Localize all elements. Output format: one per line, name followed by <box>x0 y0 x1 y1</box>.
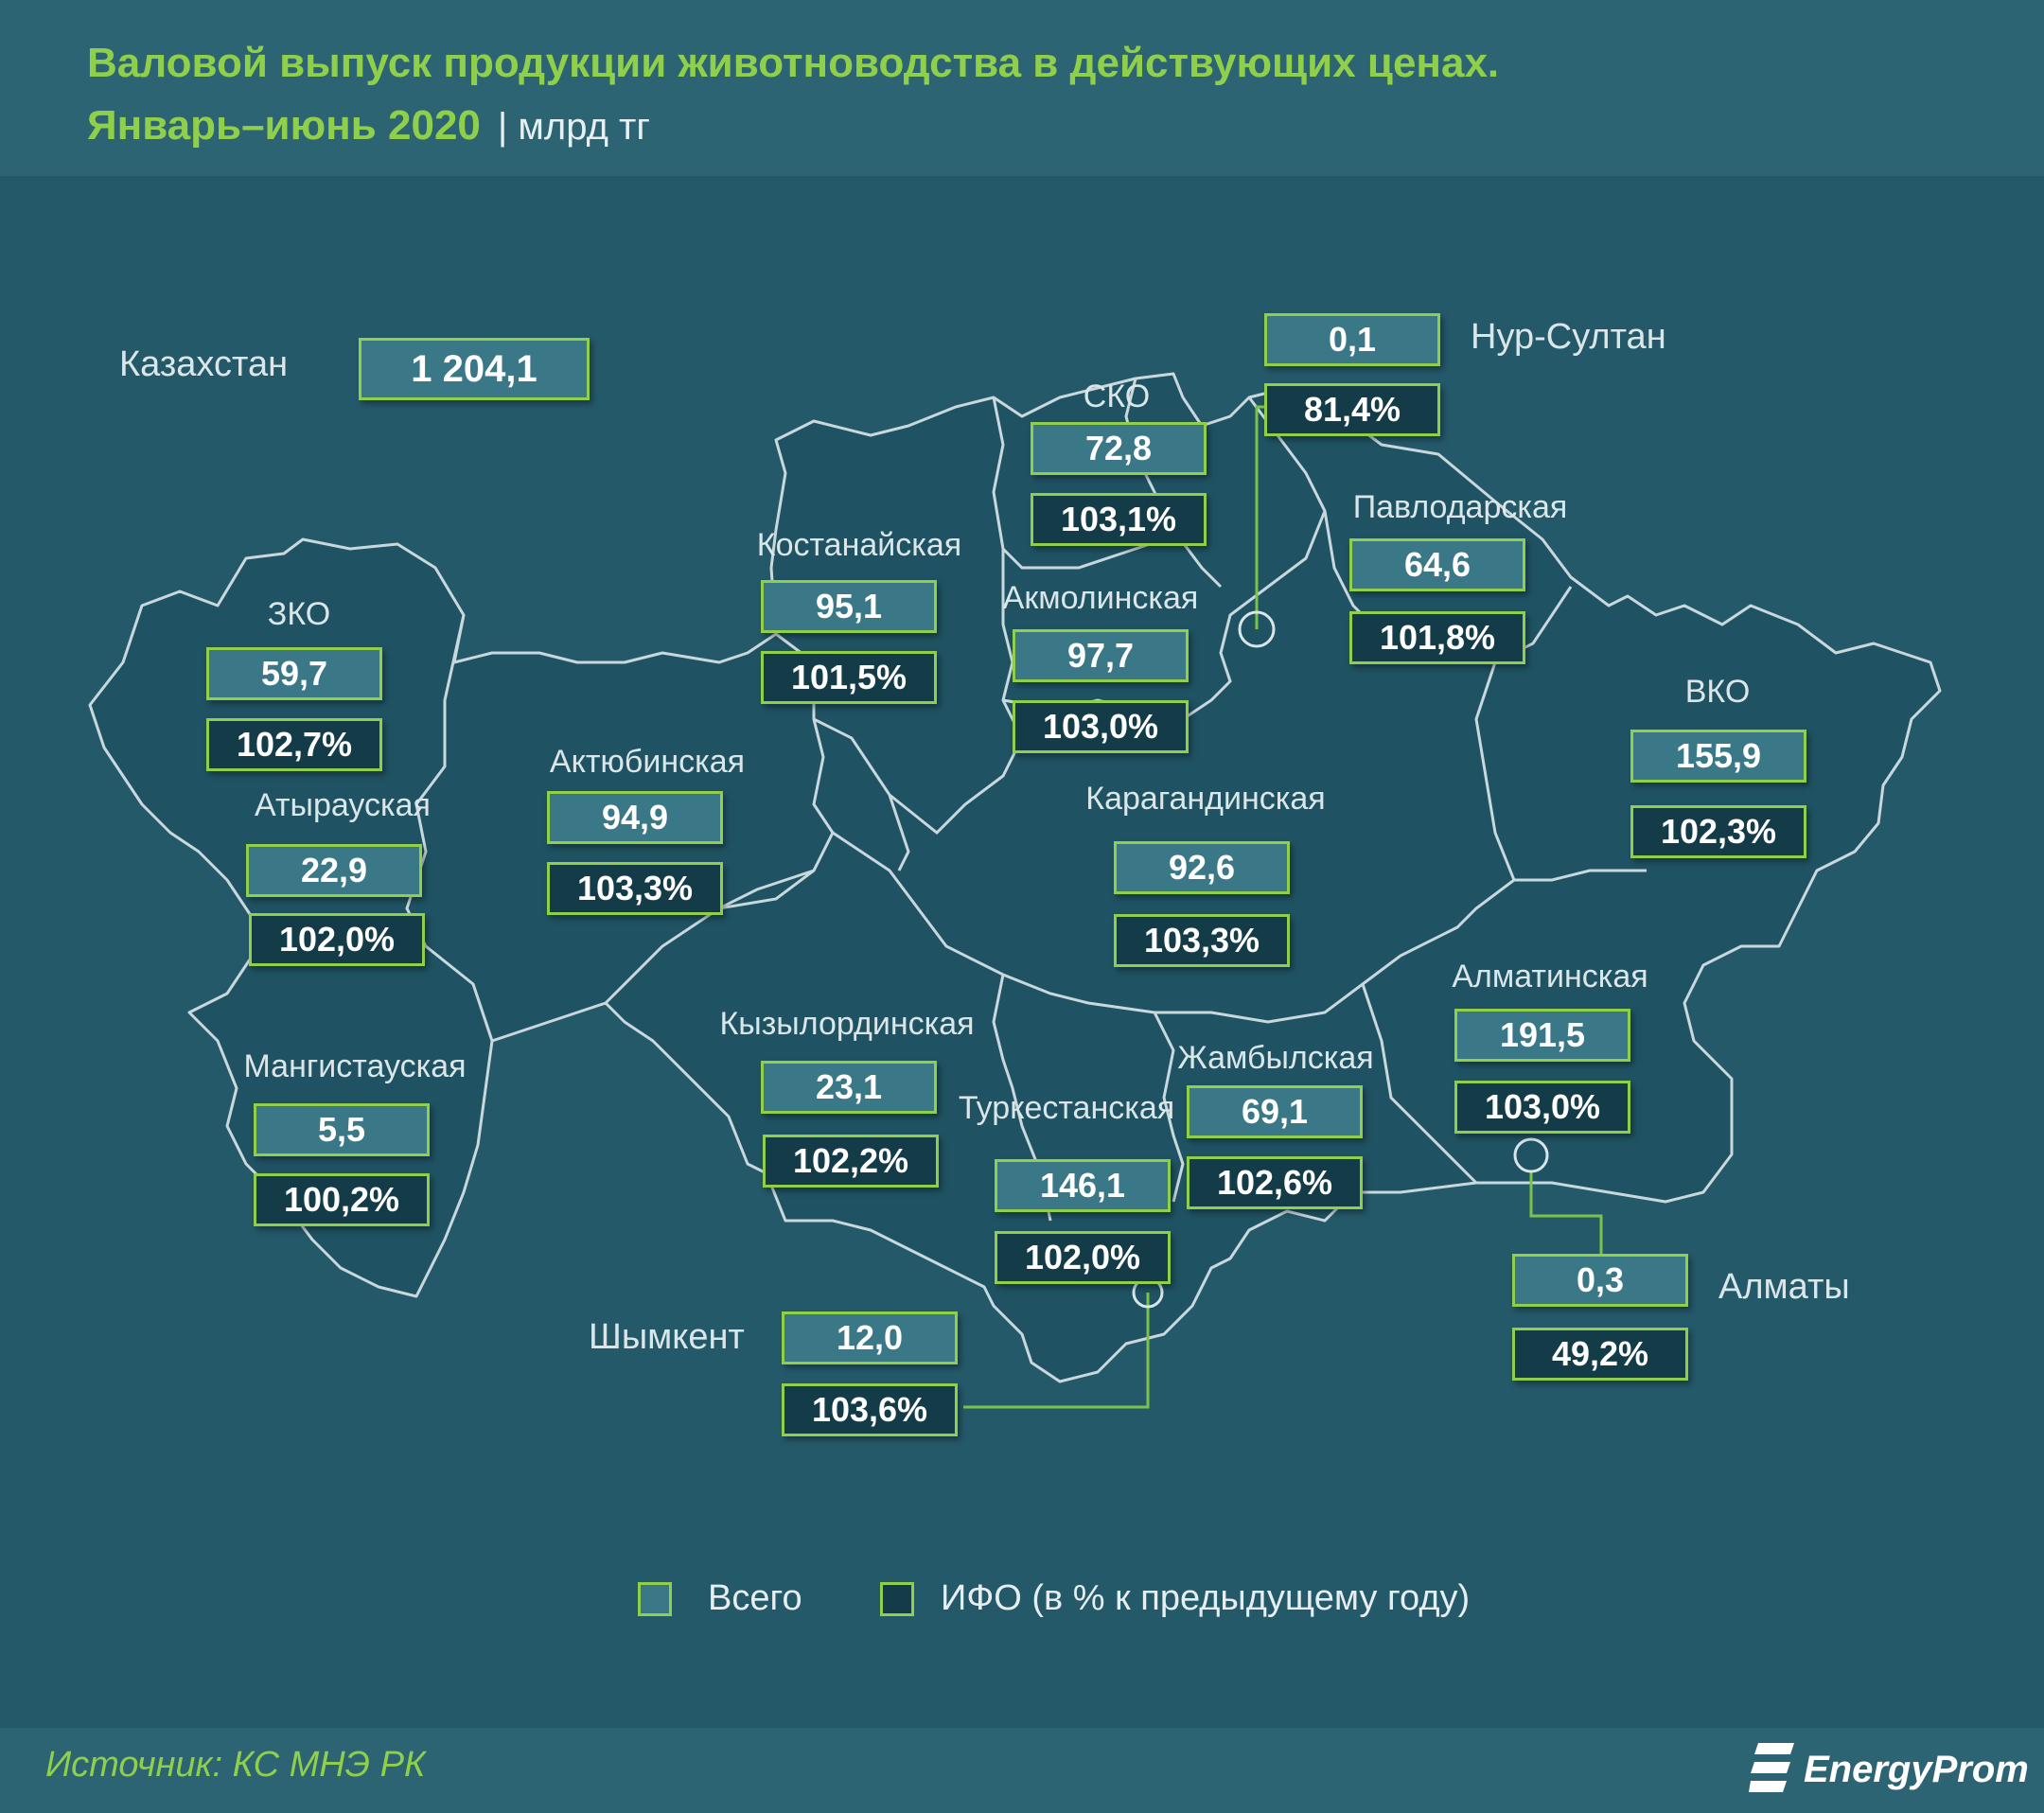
region-ifo-box: 102,0% <box>249 913 425 966</box>
region-label: Алматы <box>1718 1267 1850 1307</box>
chart-title: Валовой выпуск продукции животноводства … <box>87 40 1500 86</box>
region-total-box: 92,6 <box>1114 841 1290 894</box>
region-total-box: 95,1 <box>761 580 937 633</box>
region-label: Кызылординская <box>719 1006 975 1042</box>
region-label: Атырауская <box>255 787 431 823</box>
source-label: Источник: КС МНЭ РК <box>45 1745 426 1785</box>
region-ifo-box: 103,0% <box>1013 700 1189 753</box>
region-label: Костанайская <box>756 527 962 563</box>
region-ifo-box: 103,6% <box>782 1383 958 1436</box>
region-ifo-box: 102,7% <box>206 718 382 771</box>
almaty-dot <box>1513 1137 1549 1173</box>
region-total-box: 155,9 <box>1630 730 1806 783</box>
region-label: Алматинская <box>1452 959 1648 995</box>
unit-label: | млрд тг <box>497 106 650 148</box>
region-ifo-box: 102,3% <box>1630 805 1806 858</box>
region-ifo-box: 101,8% <box>1349 611 1525 664</box>
region-ifo-box: 103,0% <box>1454 1081 1630 1134</box>
region-total-box: 0,1 <box>1264 313 1440 366</box>
country-total-box: 1 204,1 <box>359 338 590 400</box>
region-label: Мангистауская <box>243 1048 467 1084</box>
region-ifo-box: 100,2% <box>254 1173 430 1226</box>
region-total-box: 12,0 <box>782 1311 958 1364</box>
region-total-box: 64,6 <box>1349 538 1525 591</box>
almaty-leader <box>1529 1171 1603 1260</box>
region-total-box: 22,9 <box>246 844 422 897</box>
region-ifo-box: 102,2% <box>763 1135 939 1188</box>
region-label: ВКО <box>1684 674 1751 710</box>
region-ifo-box: 102,0% <box>995 1231 1171 1284</box>
legend-total-label: Всего <box>708 1578 802 1618</box>
region-ifo-box: 103,1% <box>1031 493 1207 546</box>
period-label: Январь–июнь 2020 <box>87 102 481 149</box>
logo-text: EnergyProm <box>1804 1749 2029 1790</box>
region-ifo-box: 49,2% <box>1512 1328 1688 1381</box>
region-label: Нур-Султан <box>1471 317 1666 357</box>
region-total-box: 69,1 <box>1187 1085 1363 1138</box>
nur-sultan-dot <box>1238 610 1276 648</box>
region-total-box: 0,3 <box>1512 1254 1688 1307</box>
region-borders <box>405 378 1647 1222</box>
region-label: Карагандинская <box>1085 781 1326 817</box>
legend-ifo-swatch <box>880 1582 914 1616</box>
region-label: Шымкент <box>589 1317 745 1357</box>
region-total-box: 97,7 <box>1013 629 1189 682</box>
footer-band <box>0 1728 2044 1813</box>
region-total-box: 146,1 <box>995 1159 1171 1212</box>
region-ifo-box: 103,3% <box>547 862 723 915</box>
region-total-box: 72,8 <box>1031 422 1207 475</box>
region-total-box: 191,5 <box>1454 1009 1630 1062</box>
region-label: Актюбинская <box>549 744 746 780</box>
region-ifo-box: 101,5% <box>761 651 937 704</box>
region-label: ЗКО <box>267 596 331 632</box>
country-label: Казахстан <box>119 344 289 384</box>
region-total-box: 5,5 <box>254 1103 430 1156</box>
chart-subtitle: Январь–июнь 2020 | млрд тг <box>87 102 650 150</box>
region-ifo-box: 81,4% <box>1264 383 1440 436</box>
region-total-box: 23,1 <box>761 1061 937 1114</box>
energyprom-logo-icon <box>1749 1743 1794 1792</box>
header-band <box>0 0 2044 176</box>
region-total-box: 59,7 <box>206 647 382 700</box>
region-label: СКО <box>1083 378 1151 414</box>
region-label: Павлодарская <box>1352 489 1568 525</box>
region-ifo-box: 103,3% <box>1114 914 1290 967</box>
shymkent-leader <box>963 1293 1150 1409</box>
region-label: Жамбылская <box>1177 1040 1374 1076</box>
region-ifo-box: 102,6% <box>1187 1156 1363 1209</box>
legend-ifo-label: ИФО (в % к предыдущему году) <box>941 1578 1471 1618</box>
legend-total-swatch <box>638 1582 672 1616</box>
region-label: Акмолинская <box>1002 580 1199 616</box>
region-label: Туркестанская <box>958 1090 1175 1126</box>
region-total-box: 94,9 <box>547 791 723 844</box>
